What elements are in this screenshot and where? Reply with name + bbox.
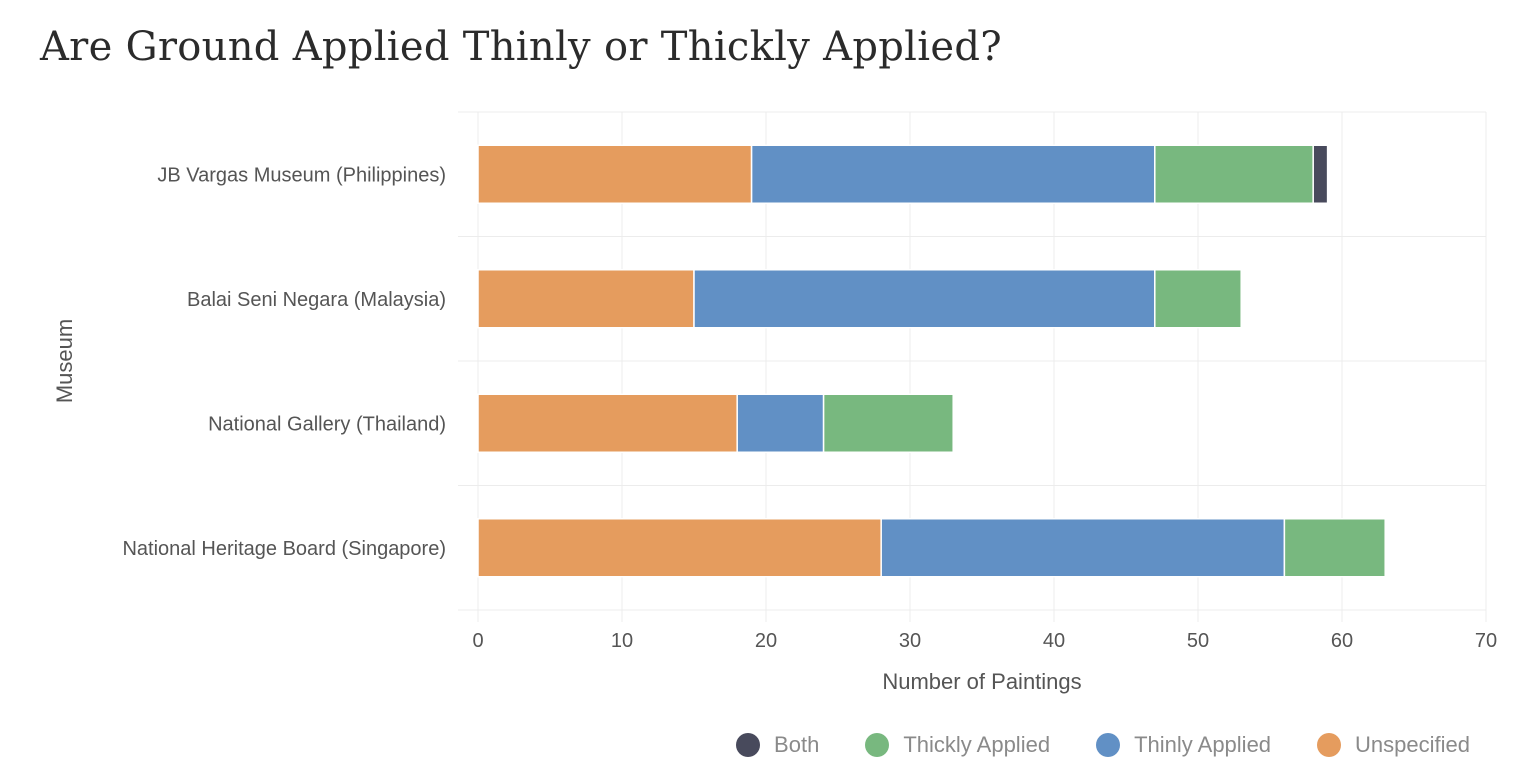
x-tick-label: 40 <box>1043 630 1065 652</box>
legend-swatch <box>1096 733 1121 757</box>
legend: Both Thickly Applied Thinly Applied Unspeci… <box>690 732 1470 758</box>
legend-swatch <box>1317 733 1342 757</box>
bar-segment <box>880 518 1286 578</box>
legend-label: Thinly Applied <box>1134 732 1272 757</box>
x-tick-labels: 0 10 20 30 40 50 60 70 <box>472 630 1497 652</box>
legend-item[interactable]: Unspecified <box>1317 732 1470 758</box>
legend-label: Thickly Applied <box>903 732 1051 757</box>
x-tick-label: 10 <box>611 630 633 652</box>
bar-segment <box>736 393 825 453</box>
x-tick-label: 70 <box>1475 630 1497 652</box>
bar-segment <box>750 144 1156 204</box>
legend-swatch <box>736 733 761 757</box>
category-label: JB Vargas Museum (Philippines) <box>157 164 446 186</box>
category-labels: JB Vargas Museum (Philippines) Balai Seni… <box>122 164 446 560</box>
chart-title: Are Ground Applied Thinly or Thickly App… <box>40 24 1002 70</box>
legend-label: Unspecified <box>1355 732 1470 757</box>
bar-chart: JB Vargas Museum (Philippines) Balai Seni… <box>52 111 1497 694</box>
legend-item[interactable]: Thinly Applied <box>1096 732 1271 758</box>
category-label: National Gallery (Thailand) <box>208 413 446 435</box>
bar-segment <box>477 393 738 453</box>
legend-label: Both <box>774 732 820 757</box>
x-tick-label: 30 <box>899 630 921 652</box>
legend-item[interactable]: Both <box>736 732 819 758</box>
bar-segment <box>822 393 954 453</box>
x-tick-label: 0 <box>472 630 483 652</box>
bar-segment <box>1154 144 1314 204</box>
bar-segment <box>477 518 882 578</box>
x-axis-title: Number of Paintings <box>882 669 1081 694</box>
bar-segment <box>693 269 1156 329</box>
bar-segment <box>1154 269 1242 329</box>
bar-segment <box>1283 518 1386 578</box>
bar-segment <box>1312 144 1329 204</box>
legend-swatch <box>865 733 890 757</box>
bar-segment <box>477 269 695 329</box>
x-tick-label: 20 <box>755 630 777 652</box>
legend-item[interactable]: Thickly Applied <box>865 732 1050 758</box>
x-tick-label: 50 <box>1187 630 1209 652</box>
category-label: Balai Seni Negara (Malaysia) <box>187 289 446 311</box>
x-tick-label: 60 <box>1331 630 1353 652</box>
category-label: National Heritage Board (Singapore) <box>122 538 446 560</box>
y-axis-title: Museum <box>52 319 77 403</box>
bar-segment <box>477 144 753 204</box>
bars <box>477 144 1386 578</box>
